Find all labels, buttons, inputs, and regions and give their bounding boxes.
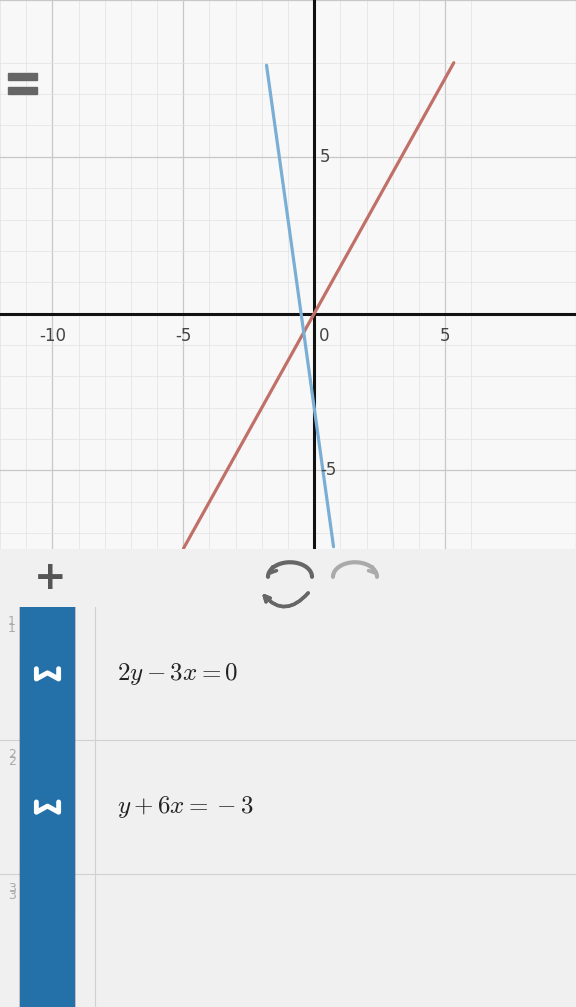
- Text: 3: 3: [8, 889, 16, 901]
- Text: -10: -10: [39, 327, 66, 345]
- Text: $2y - 3x = 0$: $2y - 3x = 0$: [117, 661, 238, 687]
- Text: -5: -5: [175, 327, 191, 345]
- FancyBboxPatch shape: [8, 88, 37, 94]
- Circle shape: [21, 0, 74, 1007]
- Text: 1: 1: [8, 622, 16, 635]
- Text: $y + 6x = -3$: $y + 6x = -3$: [117, 795, 254, 820]
- Text: +: +: [33, 559, 66, 597]
- Text: 5: 5: [440, 327, 450, 345]
- Text: 1: 1: [8, 615, 16, 628]
- Text: 2: 2: [8, 748, 16, 761]
- Text: 0: 0: [319, 327, 329, 345]
- Text: 3: 3: [8, 882, 16, 895]
- FancyBboxPatch shape: [8, 74, 37, 80]
- Text: -5: -5: [320, 461, 336, 479]
- Text: 2: 2: [8, 755, 16, 768]
- Circle shape: [21, 0, 74, 1007]
- Text: 5: 5: [320, 148, 331, 166]
